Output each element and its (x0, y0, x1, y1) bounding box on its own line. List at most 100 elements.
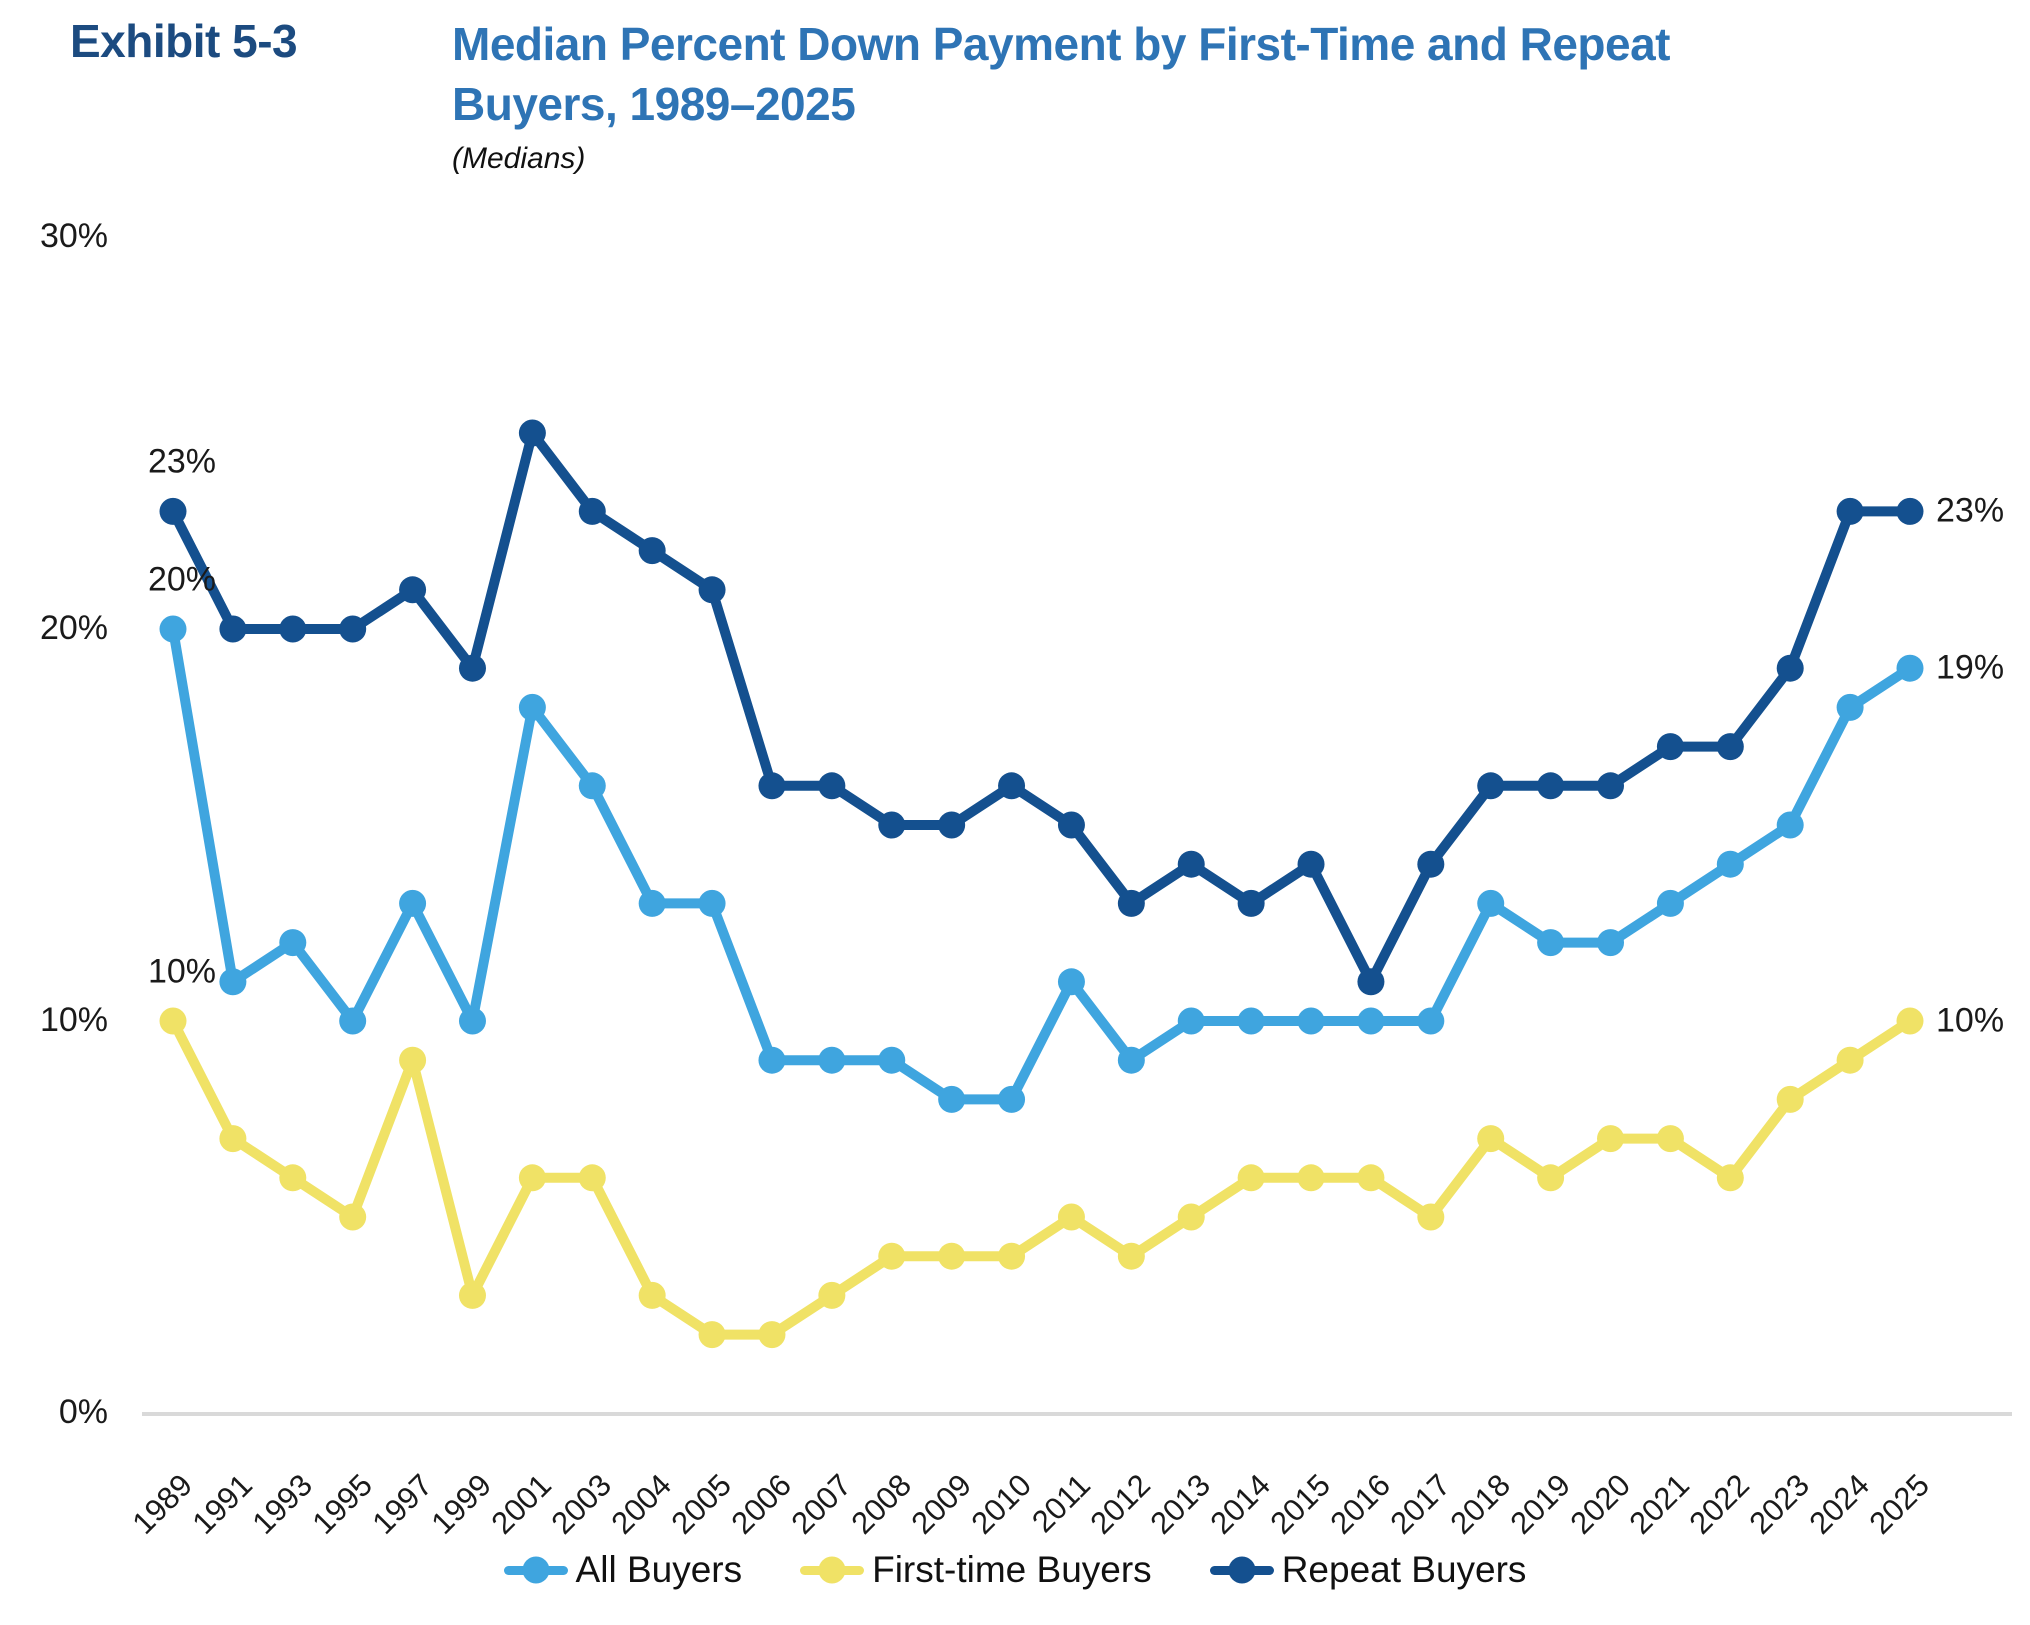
data-point-all-buyers-2011 (1057, 968, 1085, 996)
legend-dot-icon (1228, 1556, 1256, 1584)
data-point-first-time-buyers-2022 (1716, 1164, 1744, 1192)
data-point-all-buyers-2005 (698, 889, 726, 917)
data-point-first-time-buyers-2016 (1357, 1164, 1385, 1192)
series-line-first-time-buyers (168, 1016, 1915, 1340)
y-axis-label-0: 0% (58, 1393, 108, 1431)
data-point-all-buyers-2018 (1477, 889, 1505, 917)
data-point-all-buyers-2017 (1417, 1007, 1445, 1035)
data-point-all-buyers-2010 (998, 1085, 1026, 1113)
data-point-all-buyers-1991 (219, 968, 247, 996)
annotation-all-buyers-first: 20% (147, 560, 217, 599)
exhibit-label: Exhibit 5-3 (70, 15, 298, 67)
legend-dot-icon (522, 1556, 550, 1584)
data-point-first-time-buyers-1999 (458, 1281, 486, 1309)
legend-item-repeat-buyers: Repeat Buyers (1209, 1549, 1526, 1591)
data-point-repeat-buyers-2004 (638, 537, 666, 565)
data-point-first-time-buyers-2017 (1417, 1203, 1445, 1231)
data-point-repeat-buyers-2025 (1896, 497, 1924, 525)
data-point-all-buyers-1999 (458, 1007, 486, 1035)
data-point-repeat-buyers-2017 (1417, 850, 1445, 878)
legend-marker-icon (800, 1556, 865, 1584)
data-point-all-buyers-2009 (938, 1085, 966, 1113)
data-point-first-time-buyers-2009 (938, 1242, 966, 1270)
y-axis-label-20: 20% (39, 609, 108, 647)
annotation-all-buyers-last: 19% (1936, 648, 2005, 687)
data-point-first-time-buyers-1997 (399, 1046, 427, 1074)
data-point-first-time-buyers-1995 (339, 1203, 367, 1231)
data-point-repeat-buyers-2010 (998, 772, 1026, 800)
data-point-first-time-buyers-2008 (878, 1242, 906, 1270)
data-point-repeat-buyers-2013 (1177, 850, 1205, 878)
data-point-all-buyers-2014 (1237, 1007, 1265, 1035)
data-point-repeat-buyers-2020 (1597, 772, 1625, 800)
data-point-first-time-buyers-2007 (818, 1281, 846, 1309)
legend-label: All Buyers (575, 1549, 743, 1590)
data-point-first-time-buyers-2018 (1477, 1125, 1505, 1153)
data-point-first-time-buyers-2025 (1896, 1007, 1924, 1035)
data-point-all-buyers-2022 (1716, 850, 1744, 878)
data-point-all-buyers-2012 (1117, 1046, 1145, 1074)
chart-subtitle: (Medians) (452, 142, 586, 175)
data-point-first-time-buyers-2005 (698, 1321, 726, 1349)
data-point-repeat-buyers-2007 (818, 772, 846, 800)
data-point-all-buyers-1993 (279, 929, 307, 957)
data-point-all-buyers-2006 (758, 1046, 786, 1074)
legend-item-all-buyers: All Buyers (503, 1549, 743, 1591)
data-point-repeat-buyers-1997 (399, 576, 427, 604)
data-point-repeat-buyers-2003 (578, 497, 606, 525)
data-point-repeat-buyers-2019 (1537, 772, 1565, 800)
data-point-repeat-buyers-2011 (1057, 811, 1085, 839)
data-point-repeat-buyers-1993 (279, 615, 307, 643)
data-point-all-buyers-2008 (878, 1046, 906, 1074)
data-point-repeat-buyers-2015 (1297, 850, 1325, 878)
data-point-all-buyers-2013 (1177, 1007, 1205, 1035)
data-point-repeat-buyers-2014 (1237, 889, 1265, 917)
series-line-all-buyers (168, 624, 1915, 1105)
data-point-all-buyers-2019 (1537, 929, 1565, 957)
legend-marker-icon (1209, 1556, 1274, 1584)
data-point-repeat-buyers-1991 (219, 615, 247, 643)
chart-legend: All Buyers First-time Buyers Repeat Buyers (0, 1540, 2030, 1600)
data-point-all-buyers-2015 (1297, 1007, 1325, 1035)
data-point-all-buyers-2020 (1597, 929, 1625, 957)
data-point-all-buyers-2004 (638, 889, 666, 917)
data-point-repeat-buyers-2018 (1477, 772, 1505, 800)
data-point-first-time-buyers-2003 (578, 1164, 606, 1192)
data-point-repeat-buyers-2008 (878, 811, 906, 839)
annotation-first-time-buyers-last: 10% (1936, 1001, 2005, 1040)
data-point-first-time-buyers-2013 (1177, 1203, 1205, 1231)
data-point-first-time-buyers-2006 (758, 1321, 786, 1349)
title-block: Median Percent Down Payment by First-Tim… (452, 14, 1692, 176)
data-point-first-time-buyers-2014 (1237, 1164, 1265, 1192)
data-point-all-buyers-1995 (339, 1007, 367, 1035)
data-point-all-buyers-2007 (818, 1046, 846, 1074)
data-point-first-time-buyers-1991 (219, 1125, 247, 1153)
chart-title: Median Percent Down Payment by First-Tim… (452, 14, 1692, 134)
data-point-repeat-buyers-2016 (1357, 968, 1385, 996)
data-point-all-buyers-1997 (399, 889, 427, 917)
data-point-first-time-buyers-1989 (159, 1007, 187, 1035)
series-all-buyers (159, 615, 1924, 1113)
data-point-all-buyers-2001 (518, 693, 546, 721)
data-point-repeat-buyers-1999 (458, 654, 486, 682)
data-point-first-time-buyers-1993 (279, 1164, 307, 1192)
data-point-repeat-buyers-2005 (698, 576, 726, 604)
data-point-all-buyers-2024 (1836, 693, 1864, 721)
data-point-all-buyers-2023 (1776, 811, 1804, 839)
data-point-first-time-buyers-2019 (1537, 1164, 1565, 1192)
data-point-repeat-buyers-2006 (758, 772, 786, 800)
series-first-time-buyers (159, 1007, 1924, 1349)
annotation-repeat-buyers-first: 23% (147, 442, 217, 481)
annotation-repeat-buyers-last: 23% (1936, 491, 2005, 530)
chart-title-line1: Median Percent Down Payment by First-Tim… (452, 18, 1671, 70)
data-point-repeat-buyers-1989 (159, 497, 187, 525)
series-line-repeat-buyers (168, 428, 1915, 987)
data-point-all-buyers-1989 (159, 615, 187, 643)
data-point-first-time-buyers-2004 (638, 1281, 666, 1309)
data-point-repeat-buyers-2012 (1117, 889, 1145, 917)
data-point-first-time-buyers-2012 (1117, 1242, 1145, 1270)
data-point-first-time-buyers-2015 (1297, 1164, 1325, 1192)
legend-item-first-time-buyers: First-time Buyers (800, 1549, 1152, 1591)
data-point-all-buyers-2016 (1357, 1007, 1385, 1035)
